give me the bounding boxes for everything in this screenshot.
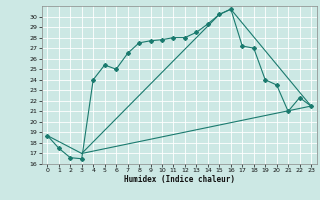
X-axis label: Humidex (Indice chaleur): Humidex (Indice chaleur) — [124, 175, 235, 184]
